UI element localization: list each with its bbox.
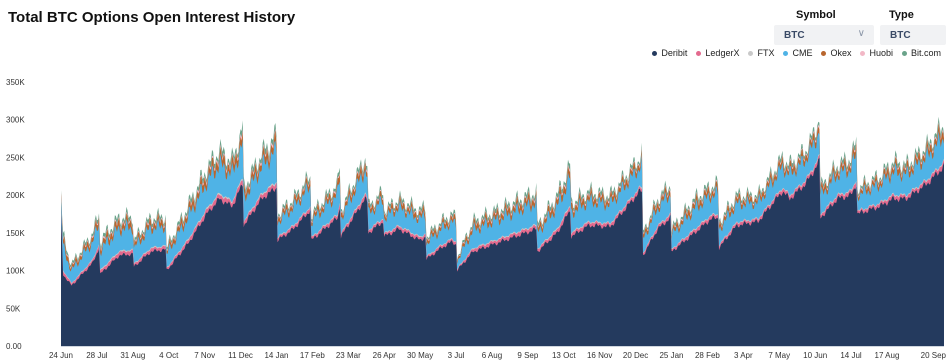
x-tick-label: 3 Apr bbox=[734, 351, 753, 360]
legend-dot bbox=[821, 50, 827, 56]
legend-dot bbox=[901, 50, 907, 56]
x-tick-label: 25 Jan bbox=[659, 351, 683, 360]
x-tick-label: 30 May bbox=[407, 351, 433, 360]
x-tick-label: 17 Feb bbox=[300, 351, 325, 360]
legend-item-bit-com[interactable]: Bit.com bbox=[901, 48, 941, 58]
x-tick-label: 26 Apr bbox=[373, 351, 396, 360]
x-tick-label: 28 Jul bbox=[86, 351, 108, 360]
x-tick-label: 16 Nov bbox=[587, 351, 612, 360]
x-tick-label: 11 Dec bbox=[228, 351, 253, 360]
legend-label: Deribit bbox=[661, 48, 688, 58]
legend-item-okex[interactable]: Okex bbox=[821, 48, 851, 58]
x-tick-label: 7 May bbox=[768, 351, 790, 360]
x-tick-label: 7 Nov bbox=[194, 351, 215, 360]
x-tick-label: 10 Jun bbox=[803, 351, 827, 360]
x-tick-label: 17 Aug bbox=[875, 351, 900, 360]
legend-dot bbox=[748, 50, 754, 56]
x-tick-label: 24 Jun bbox=[49, 351, 73, 360]
legend-label: Bit.com bbox=[910, 48, 941, 58]
x-axis: 24 Jun 28 Jul 31 Aug 4 Oct 7 Nov 11 Dec 14 Jan… bbox=[49, 346, 947, 360]
y-tick-label: 200K bbox=[6, 191, 25, 200]
page-title: Total BTC Options Open Interest History bbox=[8, 9, 296, 26]
legend-label: Okex bbox=[830, 48, 852, 58]
legend-item-deribit[interactable]: Deribit bbox=[652, 48, 687, 58]
x-tick-label: 9 Sep bbox=[517, 351, 538, 360]
legend-label: CME bbox=[792, 48, 813, 58]
y-tick-label: 50K bbox=[6, 304, 21, 313]
x-tick-label: 13 Oct bbox=[552, 351, 576, 360]
y-tick-label: 250K bbox=[6, 153, 25, 162]
type-label: Type bbox=[889, 9, 914, 21]
x-tick-label: 14 Jan bbox=[264, 351, 288, 360]
area-series-deribit bbox=[61, 158, 944, 346]
legend-label: FTX bbox=[757, 48, 775, 58]
legend-item-huobi[interactable]: Huobi bbox=[860, 48, 893, 58]
x-tick-label: 23 Mar bbox=[336, 351, 361, 360]
x-tick-label: 20 Sep bbox=[921, 351, 947, 360]
symbol-label: Symbol bbox=[796, 9, 836, 21]
y-tick-label: 150K bbox=[6, 229, 25, 238]
x-tick-label: 28 Feb bbox=[695, 351, 720, 360]
legend-dot bbox=[696, 50, 702, 56]
y-tick-label: 0.00 bbox=[6, 342, 22, 351]
legend-item-ledgerx[interactable]: LedgerX bbox=[696, 48, 739, 58]
y-tick-label: 300K bbox=[6, 116, 25, 125]
legend-dot bbox=[860, 50, 866, 56]
y-axis: 0.00 50K 100K 150K 200K 250K 300K 350K bbox=[6, 78, 25, 351]
chart-legend: Deribit LedgerX FTX CME Okex Huobi Bit.com bbox=[652, 48, 941, 58]
legend-label: LedgerX bbox=[705, 48, 740, 58]
legend-dot bbox=[652, 50, 658, 56]
type-select[interactable]: BTC bbox=[880, 25, 946, 45]
x-tick-label: 6 Aug bbox=[482, 351, 502, 360]
x-tick-label: 31 Aug bbox=[120, 351, 145, 360]
legend-dot bbox=[783, 50, 789, 56]
stacked-area-layers bbox=[61, 116, 944, 347]
y-tick-label: 350K bbox=[6, 78, 25, 87]
x-tick-label: 4 Oct bbox=[159, 351, 179, 360]
x-tick-label: 3 Jul bbox=[448, 351, 465, 360]
legend-item-ftx[interactable]: FTX bbox=[748, 48, 774, 58]
legend-label: Huobi bbox=[869, 48, 893, 58]
x-tick-label: 20 Dec bbox=[623, 351, 648, 360]
symbol-select-value: BTC bbox=[784, 29, 805, 41]
x-tick-label: 14 Jul bbox=[840, 351, 862, 360]
symbol-select[interactable]: BTC ∨ bbox=[774, 25, 874, 45]
chevron-down-icon: ∨ bbox=[857, 28, 865, 39]
type-select-value: BTC bbox=[890, 29, 911, 41]
y-tick-label: 100K bbox=[6, 267, 25, 276]
legend-item-cme[interactable]: CME bbox=[783, 48, 812, 58]
